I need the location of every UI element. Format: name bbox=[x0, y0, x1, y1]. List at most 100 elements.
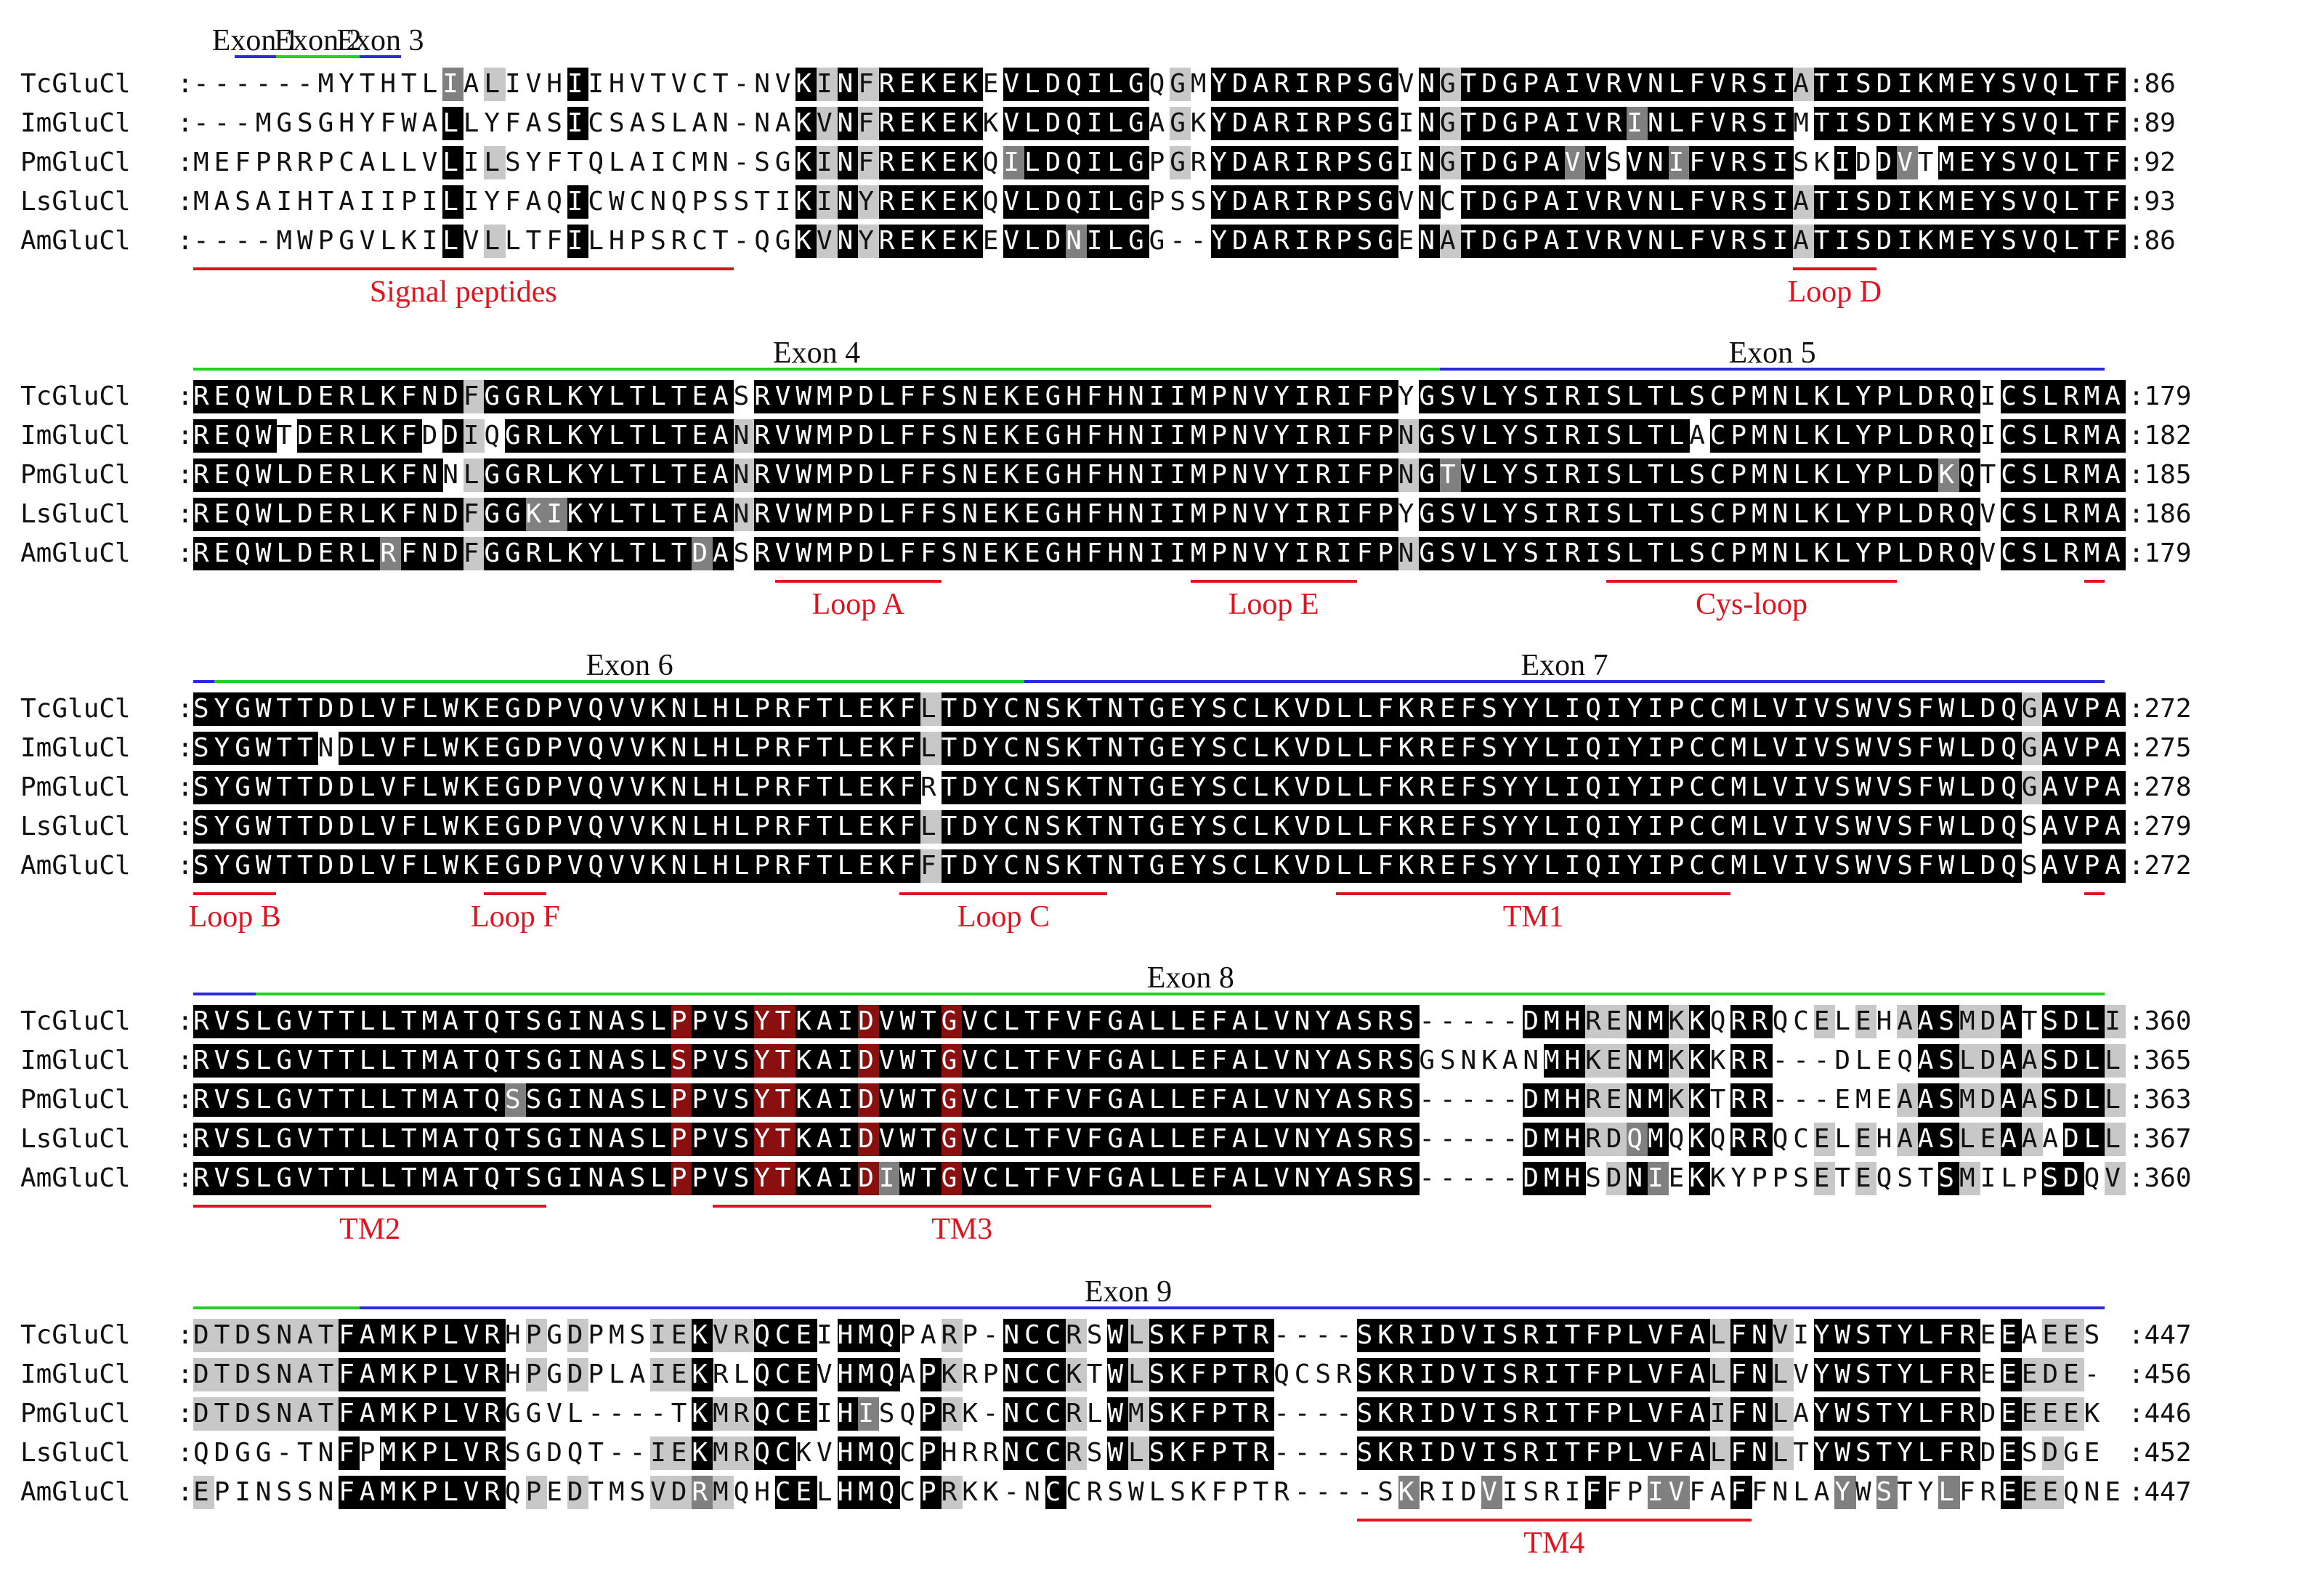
residue: T bbox=[463, 1006, 479, 1036]
residue: W bbox=[401, 108, 417, 138]
residue: L bbox=[1107, 69, 1124, 99]
residue: R bbox=[276, 148, 293, 177]
residue: K bbox=[1003, 381, 1020, 411]
residue: K bbox=[878, 733, 895, 763]
residue: L bbox=[1544, 812, 1560, 841]
residue: I bbox=[1564, 812, 1581, 841]
residue: D bbox=[525, 694, 542, 724]
residue: P bbox=[1211, 1438, 1228, 1468]
residue: S bbox=[1149, 1320, 1165, 1350]
residue: H bbox=[1066, 538, 1082, 568]
residue: V bbox=[1003, 108, 1020, 138]
residue: S bbox=[629, 1477, 646, 1507]
residue: A bbox=[1793, 187, 1809, 217]
residue: G bbox=[276, 1085, 293, 1115]
residue: Q bbox=[1066, 69, 1082, 99]
residue: F bbox=[339, 1359, 355, 1389]
residue: A bbox=[2105, 381, 2121, 411]
residue: S bbox=[525, 1124, 542, 1154]
residue: V bbox=[463, 1359, 479, 1389]
residue: I bbox=[1834, 148, 1851, 177]
residue: V bbox=[1294, 733, 1311, 763]
residue: L bbox=[2001, 1163, 2017, 1193]
residue: E bbox=[1980, 1359, 1996, 1389]
residue: E bbox=[1170, 851, 1186, 881]
residue: T bbox=[2084, 108, 2100, 138]
residue: L bbox=[1627, 538, 1643, 568]
residue: - bbox=[733, 69, 750, 99]
residue: L bbox=[255, 1085, 272, 1115]
residue: N bbox=[317, 733, 334, 763]
residue: I bbox=[1606, 812, 1622, 841]
residue: T bbox=[214, 1359, 230, 1389]
residue: Q bbox=[2042, 187, 2059, 217]
residue: F bbox=[858, 148, 874, 177]
residue: I bbox=[1564, 1477, 1581, 1507]
sequence-separator: : bbox=[177, 1006, 193, 1036]
residue: S bbox=[2042, 1046, 2059, 1075]
residue: E bbox=[2001, 1359, 2017, 1389]
residue: L bbox=[359, 1124, 376, 1154]
residue: M bbox=[1190, 381, 1207, 411]
residue: S bbox=[733, 1085, 750, 1115]
residue: K bbox=[1398, 733, 1414, 763]
residue-shade bbox=[1211, 68, 1233, 101]
residue: I bbox=[1564, 772, 1581, 802]
residue: M bbox=[2084, 381, 2100, 411]
residue: V bbox=[1772, 772, 1789, 802]
residue: V bbox=[1066, 1085, 1082, 1115]
residue: E bbox=[1959, 187, 1975, 217]
residue-shade bbox=[1066, 68, 1088, 101]
residue: S bbox=[1689, 460, 1705, 490]
residue: T bbox=[339, 1006, 355, 1036]
sequence-name: PmGluCl bbox=[20, 1399, 131, 1428]
residue-shade bbox=[1252, 107, 1274, 140]
residue: L bbox=[650, 381, 666, 411]
residue: I bbox=[1648, 772, 1664, 802]
residue: W bbox=[442, 851, 458, 881]
residue: T bbox=[671, 499, 687, 529]
residue: R bbox=[1606, 69, 1622, 99]
residue: L bbox=[1252, 694, 1269, 724]
residue: V bbox=[609, 772, 625, 802]
residue: M bbox=[858, 1438, 874, 1468]
residue: V bbox=[1813, 733, 1830, 763]
residue: R bbox=[1274, 1477, 1289, 1507]
residue: E bbox=[1813, 1124, 1830, 1154]
residue: N bbox=[1232, 538, 1248, 568]
residue: L bbox=[484, 148, 501, 177]
residue: A bbox=[713, 499, 729, 529]
residue: S bbox=[1481, 851, 1497, 881]
residue: N bbox=[962, 381, 978, 411]
residue: N bbox=[1627, 1046, 1643, 1075]
region-bar bbox=[2084, 580, 2105, 583]
residue: S bbox=[1045, 812, 1061, 841]
residue: D bbox=[962, 694, 978, 724]
residue: T bbox=[1024, 1006, 1040, 1036]
residue: G bbox=[1419, 1046, 1436, 1075]
residue: D bbox=[567, 1320, 583, 1350]
residue: E bbox=[1024, 421, 1040, 450]
residue: D bbox=[1855, 148, 1871, 177]
residue: P bbox=[1377, 381, 1393, 411]
residue: G bbox=[774, 148, 791, 177]
residue: F bbox=[899, 851, 916, 881]
residue: V bbox=[567, 772, 583, 802]
residue: V bbox=[1709, 148, 1726, 177]
residue: E bbox=[1959, 226, 1975, 256]
residue: D bbox=[1232, 108, 1248, 138]
region-label: TM4 bbox=[1523, 1527, 1585, 1560]
residue: I bbox=[1481, 1320, 1497, 1350]
residue: K bbox=[1917, 226, 1934, 256]
residue: V bbox=[1460, 1359, 1477, 1389]
residue: M bbox=[817, 381, 833, 411]
residue: G bbox=[1107, 1085, 1124, 1115]
residue: F bbox=[1585, 1359, 1601, 1389]
residue: R bbox=[1252, 1320, 1269, 1350]
sequence-end-position: :185 bbox=[2129, 458, 2192, 493]
residue: T bbox=[1648, 381, 1664, 411]
residue-shade bbox=[484, 68, 506, 101]
residue: F bbox=[1668, 1438, 1685, 1468]
residue: G bbox=[505, 1399, 521, 1428]
